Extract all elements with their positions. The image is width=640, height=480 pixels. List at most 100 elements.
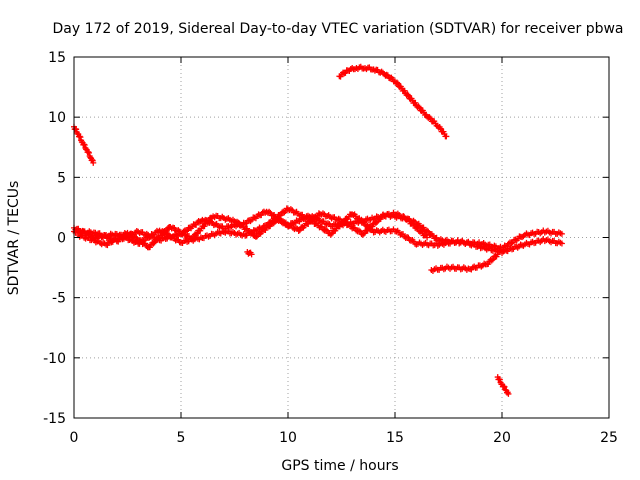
data-point: [361, 230, 368, 237]
data-point: [162, 228, 169, 235]
y-tick-label: 5: [57, 170, 66, 186]
series-arc-short-dip: [244, 248, 255, 258]
data-point: [267, 223, 274, 230]
data-point: [485, 261, 492, 268]
x-tick-label: 5: [177, 430, 186, 446]
data-point: [85, 149, 92, 156]
data-point: [494, 251, 501, 258]
data-point: [189, 235, 196, 242]
data-point: [355, 227, 362, 234]
data-point: [90, 159, 97, 166]
data-point: [175, 227, 182, 234]
data-point: [489, 256, 496, 263]
data-point: [508, 240, 515, 247]
ticks: [73, 56, 610, 419]
data-point: [425, 228, 432, 235]
data-point: [361, 219, 368, 226]
data-point: [372, 219, 379, 226]
data-point: [327, 231, 334, 238]
data-point: [394, 80, 401, 87]
data-point: [204, 219, 211, 226]
data-point: [501, 383, 508, 390]
grid: [74, 57, 609, 418]
data-point: [437, 125, 444, 132]
data-point: [409, 220, 416, 227]
data-point: [416, 104, 423, 111]
data-point: [76, 133, 83, 140]
series-arc-low-tail: [428, 251, 501, 274]
x-axis-label: GPS time / hours: [281, 458, 398, 474]
data-point: [85, 148, 92, 155]
data-point: [415, 103, 422, 110]
data-point: [270, 220, 277, 227]
data-point: [296, 227, 303, 234]
data-point: [151, 239, 158, 246]
y-axis-label: SDTVAR / TECUs: [6, 181, 22, 296]
data-point: [401, 87, 408, 94]
data-point: [147, 244, 154, 251]
data-point: [488, 257, 495, 264]
data-point: [369, 223, 376, 230]
data-point: [309, 216, 316, 223]
data-point: [248, 251, 255, 258]
data-point: [374, 218, 381, 225]
data-point: [558, 230, 565, 237]
data-point: [295, 228, 302, 235]
series-arc-start-high: [71, 123, 97, 166]
x-tick-label: 25: [600, 430, 618, 446]
series-arc-near-zero-c: [75, 210, 431, 251]
y-tick-label: 10: [48, 110, 66, 126]
x-tick-label: 0: [70, 430, 79, 446]
data-point: [132, 233, 139, 240]
data-point: [163, 227, 170, 234]
data-point: [183, 233, 190, 240]
data-point: [249, 229, 256, 236]
data-point: [505, 390, 512, 397]
series-arc-high-peak: [336, 63, 450, 140]
y-tick-label: 15: [48, 50, 66, 66]
data-point: [558, 240, 565, 247]
data-point: [413, 224, 420, 231]
data-point: [412, 99, 419, 106]
data-point: [393, 79, 400, 86]
y-tick-label: -15: [43, 411, 66, 427]
data-point: [150, 240, 157, 247]
x-tick-label: 20: [493, 430, 511, 446]
data-point: [328, 230, 335, 237]
x-tick-label: 15: [386, 430, 404, 446]
data-point: [427, 115, 434, 122]
data-point: [322, 226, 329, 233]
data-point: [234, 218, 241, 225]
data-point: [172, 237, 179, 244]
data-point: [443, 133, 450, 140]
chart-title: Day 172 of 2019, Sidereal Day-to-day VTE…: [52, 21, 623, 37]
data-point: [371, 67, 378, 74]
data-point: [424, 234, 431, 241]
data-point: [235, 219, 242, 226]
data-point: [255, 211, 262, 218]
y-tick-label: 0: [57, 231, 66, 247]
data-point: [77, 134, 84, 141]
data-point: [144, 234, 151, 241]
data-point: [205, 218, 212, 225]
data-point: [254, 233, 261, 240]
y-tick-label: -10: [43, 351, 66, 367]
data-point: [194, 230, 201, 237]
data-layer: [71, 63, 565, 397]
tick-labels: 0 5 10 15 20 25 -15 -10 -5 0 5 10 15: [43, 50, 618, 446]
data-point: [404, 91, 411, 98]
data-point: [405, 92, 412, 99]
data-point: [424, 227, 431, 234]
series-arc-end-low: [494, 374, 512, 397]
data-point: [414, 225, 421, 232]
data-point: [266, 208, 273, 215]
data-point: [512, 236, 519, 243]
data-point: [277, 212, 284, 219]
data-point: [336, 223, 343, 230]
data-point: [81, 142, 88, 149]
data-point: [426, 114, 433, 121]
data-point: [247, 228, 254, 235]
data-point: [496, 376, 503, 383]
data-point: [393, 228, 400, 235]
